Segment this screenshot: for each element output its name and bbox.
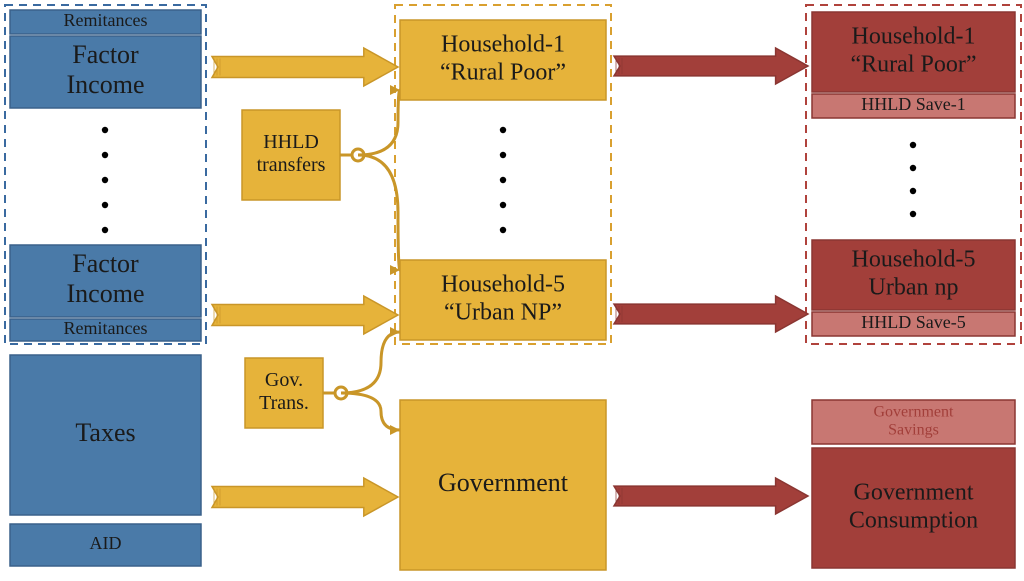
svg-text:Household-1: Household-1 xyxy=(852,24,976,50)
label-government: Government xyxy=(438,468,569,497)
svg-text:Urban np: Urban np xyxy=(869,275,959,301)
svg-text:Consumption: Consumption xyxy=(849,508,978,534)
red-arrow-0 xyxy=(614,48,808,84)
label-remit-bot: Remitances xyxy=(64,318,148,338)
svg-text:transfers: transfers xyxy=(257,154,326,176)
svg-text:“Rural Poor”: “Rural Poor” xyxy=(851,52,977,78)
svg-text:Household-5: Household-5 xyxy=(852,247,976,273)
gov-trans-connectors xyxy=(323,327,400,435)
diagram-canvas: RemitancesFactorIncomeFactorIncomeRemita… xyxy=(0,0,1024,581)
svg-text:Household-5: Household-5 xyxy=(441,272,565,298)
svg-text:Government: Government xyxy=(854,480,974,506)
dots-right xyxy=(910,142,916,217)
svg-text:Factor: Factor xyxy=(72,249,139,278)
label-hhld-transfers: HHLDtransfers xyxy=(257,131,326,176)
label-gov-trans: Gov.Trans. xyxy=(259,369,309,414)
svg-text:AID: AID xyxy=(90,533,122,553)
hhld-transfer-connectors xyxy=(340,85,400,275)
svg-text:Government: Government xyxy=(874,404,955,421)
svg-text:Taxes: Taxes xyxy=(75,418,135,447)
label-remit-top: Remitances xyxy=(64,10,148,30)
svg-text:Income: Income xyxy=(67,279,145,308)
svg-text:HHLD Save-5: HHLD Save-5 xyxy=(861,312,965,332)
svg-text:Remitances: Remitances xyxy=(64,10,148,30)
svg-text:“Rural Poor”: “Rural Poor” xyxy=(440,60,566,86)
svg-text:“Urban NP”: “Urban NP” xyxy=(444,300,562,326)
yellow-arrow-0 xyxy=(212,48,398,86)
dots-mid xyxy=(500,127,506,233)
label-factor-bot: FactorIncome xyxy=(67,249,145,308)
svg-text:Gov.: Gov. xyxy=(265,369,303,391)
red-arrow-2 xyxy=(614,478,808,514)
svg-text:Remitances: Remitances xyxy=(64,318,148,338)
svg-text:Factor: Factor xyxy=(72,40,139,69)
svg-text:HHLD: HHLD xyxy=(263,131,319,153)
svg-text:Income: Income xyxy=(67,70,145,99)
svg-text:Savings: Savings xyxy=(888,422,939,439)
yellow-arrow-1 xyxy=(212,296,398,334)
red-arrow-1 xyxy=(614,296,808,332)
label-taxes: Taxes xyxy=(75,418,135,447)
dots-left xyxy=(102,127,108,233)
label-r-save-1: HHLD Save-1 xyxy=(861,94,965,114)
svg-text:Household-1: Household-1 xyxy=(441,32,565,58)
svg-text:Trans.: Trans. xyxy=(259,392,309,414)
label-factor-top: FactorIncome xyxy=(67,40,145,99)
yellow-arrow-2 xyxy=(212,478,398,516)
label-r-save-5: HHLD Save-5 xyxy=(861,312,965,332)
label-aid: AID xyxy=(90,533,122,553)
svg-text:Government: Government xyxy=(438,468,569,497)
svg-text:HHLD Save-1: HHLD Save-1 xyxy=(861,94,965,114)
